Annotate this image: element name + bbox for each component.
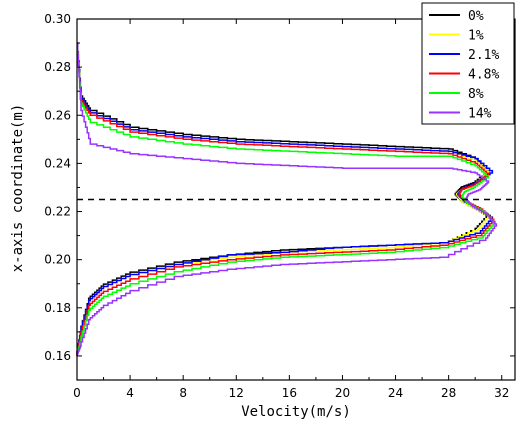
y-tick-label: 0.16 — [44, 349, 71, 363]
x-tick-label: 20 — [335, 386, 350, 400]
y-tick-label: 0.18 — [44, 301, 71, 315]
y-axis-title: x-axis coordinate(m) — [10, 104, 26, 273]
x-tick-label: 28 — [441, 386, 456, 400]
legend-label: 14% — [468, 107, 492, 122]
y-tick-label: 0.26 — [44, 108, 71, 122]
x-tick-label: 8 — [179, 386, 187, 400]
legend-label: 2.1% — [468, 48, 499, 63]
legend-box — [421, 2, 515, 125]
legend-label: 8% — [468, 87, 484, 102]
legend-label: 4.8% — [468, 68, 499, 83]
plot-frame — [76, 18, 516, 381]
y-tick-label: 0.20 — [44, 253, 71, 267]
legend: 0% 1% 2.1% 4.8% 8% 14% — [421, 2, 515, 125]
legend-label: 0% — [468, 9, 484, 24]
y-tick-label: 0.22 — [44, 205, 71, 219]
axes-layer: 0 4 8 12 16 20 24 28 32 0.16 0.18 0.20 0.22 0.24 0.26 0… — [44, 12, 516, 400]
series-layer — [76, 42, 498, 356]
y-tick-label: 0.24 — [44, 156, 71, 170]
x-tick-label: 32 — [494, 386, 509, 400]
x-tick-label: 4 — [126, 386, 134, 400]
y-tick-label: 0.30 — [44, 12, 71, 26]
x-tick-label: 24 — [388, 386, 403, 400]
x-tick-label: 16 — [282, 386, 297, 400]
x-tick-label: 12 — [229, 386, 244, 400]
x-axis-title: Velocity(m/s) — [241, 404, 351, 420]
y-tick-label: 0.28 — [44, 60, 71, 74]
series-line-5 — [76, 42, 498, 356]
x-tick-label: 0 — [73, 386, 81, 400]
legend-label: 1% — [468, 29, 484, 44]
